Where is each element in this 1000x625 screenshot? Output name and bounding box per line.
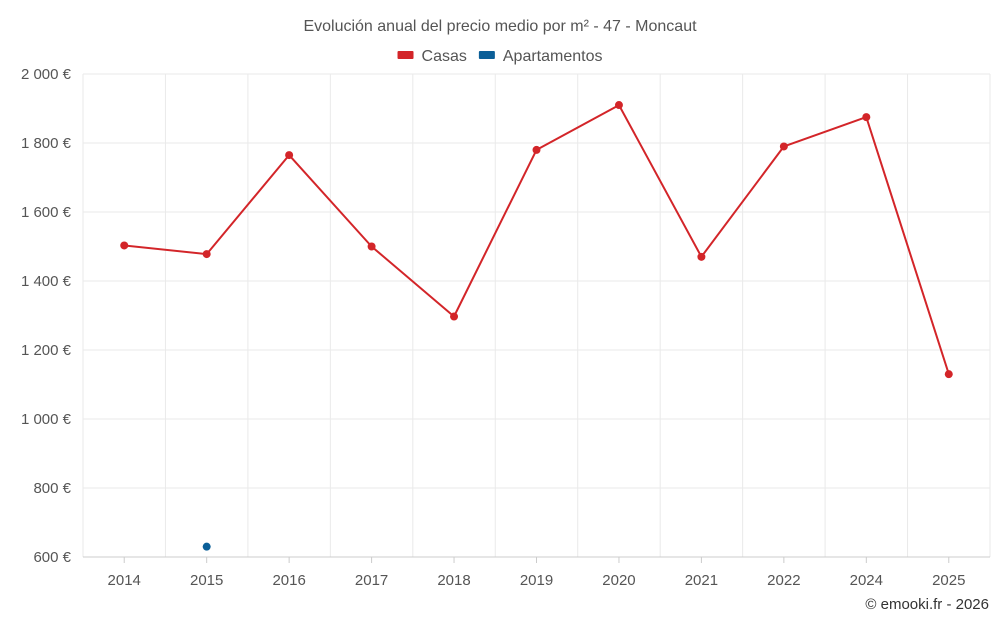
legend-swatch-casas [397,51,414,59]
y-tick-label: 1 800 € [21,135,72,152]
legend-swatch-apartamentos [478,51,495,59]
legend-label-casas: Casas [422,48,467,65]
x-tick-label: 2022 [767,572,800,589]
data-point-casas-2014[interactable]: Casas 2014: 1503 € [120,241,129,250]
x-tick-label: 2014 [108,572,141,589]
y-tick-label: 600 € [33,549,71,566]
legend-item-apartamentos[interactable]: Apartamentos [478,48,603,65]
x-tick-label: 2025 [932,572,965,589]
x-tick-label: 2024 [850,572,883,589]
y-tick-label: 1 600 € [21,204,72,221]
x-tick-label: 2015 [190,572,223,589]
y-tick-label: 2 000 € [21,66,72,83]
data-point-casas-2017[interactable]: Casas 2017: 1500 € [367,242,376,251]
plot-area: Casas 2014: 1503 € Casas 2015: 1478 € Casa… [120,101,953,551]
legend: Casas Apartamentos [397,48,603,65]
y-tick-label: 1 400 € [21,273,72,290]
x-tick-label: 2019 [520,572,553,589]
legend-item-casas[interactable]: Casas [397,48,467,65]
credit-text: © emooki.fr - 2026 [865,596,989,613]
x-tick-label: 2017 [355,572,388,589]
y-tick-label: 1 200 € [21,342,72,359]
data-point-casas-2022[interactable]: Casas 2022: 1790 € [779,142,788,151]
x-tick-label: 2016 [272,572,305,589]
x-axis: 2014 2015 2016 2017 2018 2019 2020 2021 2022 2024… [83,556,990,589]
y-tick-label: 800 € [33,480,71,497]
legend-label-apartamentos: Apartamentos [503,48,603,65]
data-point-casas-2021[interactable]: Casas 2021: 1470 € [697,252,706,261]
data-point-casas-2025[interactable]: Casas 2025: 1130 € [944,370,953,379]
grid [82,73,991,558]
x-tick-label: 2020 [602,572,635,589]
chart-title: Evolución anual del precio medio por m² … [303,18,697,35]
y-axis: 600 € 800 € 1 000 € 1 200 € 1 400 € 1 600 € 1 … [21,66,72,566]
data-point-casas-2020[interactable]: Casas 2020: 1910 € [614,101,623,110]
y-tick-label: 1 000 € [21,411,72,428]
data-point-apartamentos-2015[interactable]: Apartamentos 2015: 630 € [202,542,211,551]
data-point-casas-2015[interactable]: Casas 2015: 1478 € [202,250,211,259]
x-tick-label: 2021 [685,572,718,589]
data-point-casas-2016[interactable]: Casas 2016: 1765 € [285,151,294,160]
data-point-casas-2018[interactable]: Casas 2018: 1297 € [450,312,459,321]
data-point-casas-2019[interactable]: Casas 2019: 1780 € [532,145,541,154]
data-point-casas-2024[interactable]: Casas 2024: 1875 € [862,113,871,122]
x-tick-label: 2018 [437,572,470,589]
